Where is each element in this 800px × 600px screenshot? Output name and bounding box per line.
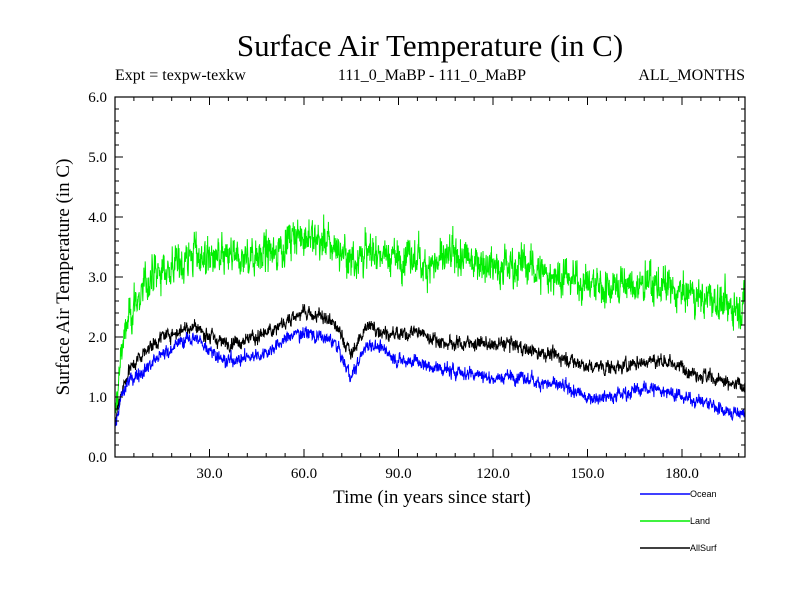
series-line-ocean: [114, 326, 746, 429]
chart-title: Surface Air Temperature (in C): [237, 28, 623, 63]
y-tick-label: 6.0: [88, 90, 107, 106]
axis-ticks: 30.0 60.0 90.0 120.0 150.0 180.0 0.0 1.0 2.0 3.0 4…: [88, 90, 745, 482]
y-axis-label: Surface Air Temperature (in C): [53, 159, 74, 396]
y-tick-label: 4.0: [88, 210, 107, 226]
chart-subtitle-months: ALL_MONTHS: [638, 67, 745, 84]
y-tick-label: 1.0: [88, 390, 107, 406]
series-line-land: [114, 214, 746, 415]
legend-label-ocean: Ocean: [690, 489, 717, 499]
y-tick-label: 0.0: [88, 450, 107, 466]
x-tick-label: 30.0: [196, 466, 222, 482]
legend: Ocean Land AllSurf: [640, 489, 717, 553]
x-tick-label: 90.0: [385, 466, 411, 482]
legend-label-allsurf: AllSurf: [690, 543, 717, 553]
series-line-allsurf: [114, 304, 746, 425]
x-tick-label: 180.0: [665, 466, 699, 482]
legend-label-land: Land: [690, 516, 710, 526]
series-group: [114, 214, 746, 429]
x-tick-label: 120.0: [476, 466, 510, 482]
y-tick-label: 2.0: [88, 330, 107, 346]
x-tick-label: 150.0: [571, 466, 605, 482]
y-tick-label: 3.0: [88, 270, 107, 286]
chart-subtitle-period: 111_0_MaBP - 111_0_MaBP: [338, 67, 526, 84]
x-axis-label: Time (in years since start): [333, 487, 531, 508]
x-tick-label: 60.0: [291, 466, 317, 482]
y-tick-label: 5.0: [88, 150, 107, 166]
chart-subtitle-experiment: Expt = texpw-texkw: [115, 67, 246, 84]
